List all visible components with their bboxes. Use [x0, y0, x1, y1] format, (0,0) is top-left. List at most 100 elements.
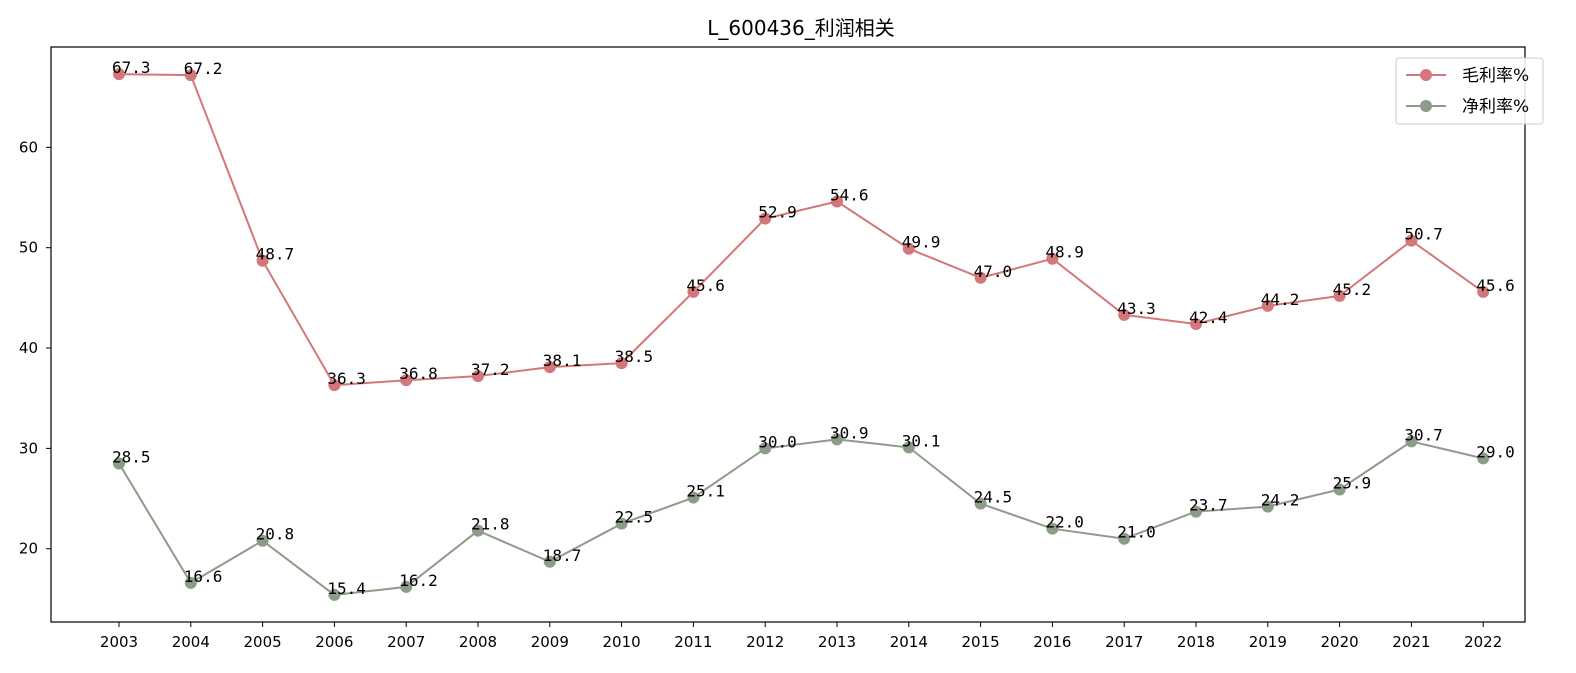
data-label: 38.1	[543, 351, 582, 370]
data-label: 24.2	[1261, 491, 1300, 510]
data-point	[615, 357, 628, 370]
data-point	[1261, 500, 1274, 513]
x-tick-label: 2008	[459, 633, 497, 651]
data-label: 25.1	[686, 482, 725, 501]
series-line-2	[118, 438, 1484, 596]
y-tick-label: 30	[19, 439, 38, 457]
x-tick-label: 2019	[1249, 633, 1287, 651]
data-label: 24.5	[974, 488, 1013, 507]
legend-marker	[1420, 69, 1432, 81]
data-label: 28.5	[112, 447, 151, 466]
data-label: 38.5	[615, 347, 654, 366]
data-label: 54.6	[830, 186, 869, 205]
x-tick-label: 2020	[1321, 633, 1359, 651]
x-tick-label: 2021	[1392, 633, 1430, 651]
data-point	[974, 271, 987, 284]
data-point	[687, 491, 700, 504]
x-tick-label: 2022	[1464, 633, 1502, 651]
data-point	[974, 497, 987, 510]
data-point	[615, 517, 628, 530]
data-point	[1477, 285, 1490, 298]
data-point	[184, 576, 197, 589]
data-point	[902, 441, 915, 454]
data-point	[759, 442, 772, 455]
x-tick-label: 2017	[1105, 633, 1143, 651]
data-point	[472, 524, 484, 537]
data-point	[1333, 483, 1346, 496]
data-point	[543, 555, 556, 568]
data-label: 23.7	[1189, 496, 1228, 515]
data-label: 52.9	[758, 203, 797, 222]
x-tick-label: 2018	[1177, 633, 1215, 651]
data-point	[1046, 522, 1059, 535]
data-label: 43.3	[1117, 299, 1156, 318]
data-point	[831, 195, 843, 208]
data-point	[256, 254, 269, 267]
data-label: 16.6	[184, 567, 223, 586]
data-point	[1190, 317, 1202, 330]
legend-marker	[1420, 100, 1432, 112]
data-point	[113, 457, 125, 470]
data-label: 15.4	[327, 579, 366, 598]
data-point	[902, 242, 915, 255]
data-label: 20.8	[256, 525, 295, 544]
data-label: 22.0	[1045, 513, 1084, 532]
data-label: 21.0	[1117, 523, 1156, 542]
x-tick-label: 2007	[387, 633, 425, 651]
data-label: 44.2	[1261, 290, 1300, 309]
data-label: 18.7	[543, 546, 582, 565]
data-point	[328, 588, 341, 601]
y-tick-label: 40	[19, 339, 38, 357]
data-point	[1261, 299, 1274, 312]
data-point	[759, 212, 772, 225]
x-tick-label: 2014	[890, 633, 928, 651]
data-label: 67.2	[184, 59, 223, 78]
data-point	[1118, 532, 1131, 545]
data-label: 45.2	[1333, 280, 1372, 299]
x-tick-label: 2009	[531, 633, 569, 651]
data-point	[687, 285, 700, 298]
data-label: 42.4	[1189, 308, 1228, 327]
data-label: 48.7	[256, 245, 295, 264]
y-tick-label: 60	[19, 138, 38, 156]
data-label: 16.2	[399, 571, 438, 590]
data-label: 36.8	[399, 364, 438, 383]
data-point	[1405, 435, 1418, 448]
data-label: 29.0	[1476, 442, 1515, 461]
data-label: 22.5	[615, 508, 654, 527]
data-label: 30.9	[830, 423, 869, 442]
data-label: 49.9	[902, 233, 941, 252]
y-tick-label: 50	[19, 239, 38, 257]
data-label: 36.3	[327, 369, 366, 388]
x-tick-label: 2015	[962, 633, 1000, 651]
data-label: 30.7	[1404, 425, 1443, 444]
data-point	[1477, 452, 1490, 465]
data-label: 21.8	[471, 515, 510, 534]
data-point	[1118, 308, 1131, 321]
x-tick-label: 2010	[603, 633, 641, 651]
data-label: 30.1	[902, 431, 941, 450]
data-label: 47.0	[974, 262, 1013, 281]
data-label: 45.6	[1476, 276, 1515, 295]
data-label: 50.7	[1404, 225, 1443, 244]
x-tick-label: 2003	[100, 633, 138, 651]
x-tick-label: 2011	[674, 633, 712, 651]
data-point	[1046, 252, 1059, 265]
data-point	[472, 370, 484, 383]
plot-frame	[50, 46, 1526, 623]
x-tick-label: 2004	[172, 633, 210, 651]
data-point	[831, 433, 843, 446]
y-tick-label: 20	[19, 540, 38, 558]
data-label: 67.3	[112, 58, 151, 77]
data-point	[400, 374, 413, 387]
x-tick-label: 2005	[244, 633, 282, 651]
x-tick-label: 2013	[818, 633, 856, 651]
legend-label: 毛利率%	[1462, 66, 1529, 86]
legend-label: 净利率%	[1462, 97, 1529, 117]
data-point	[1190, 505, 1202, 518]
data-point	[1405, 234, 1418, 247]
data-point	[543, 361, 556, 374]
data-label: 45.6	[686, 276, 725, 295]
data-label: 48.9	[1045, 243, 1084, 262]
